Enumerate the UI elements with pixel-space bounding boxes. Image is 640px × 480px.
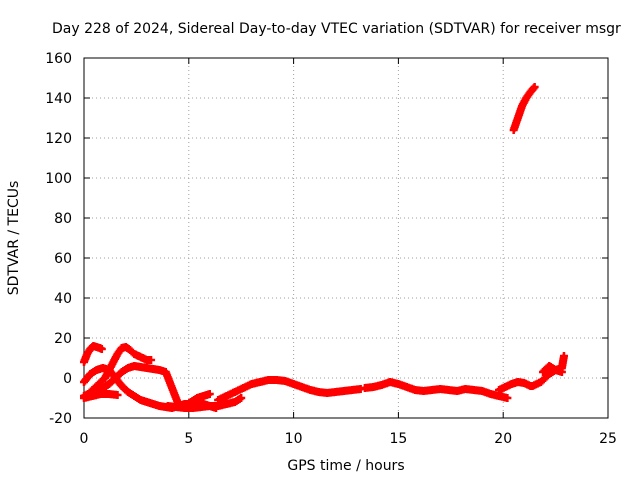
data-layer bbox=[80, 83, 568, 412]
data-point-markers bbox=[495, 378, 535, 394]
y-tick-label: 140 bbox=[45, 91, 72, 107]
data-point-markers bbox=[214, 376, 365, 404]
x-tick-label: 20 bbox=[494, 431, 512, 447]
chart-title: Day 228 of 2024, Sidereal Day-to-day VTE… bbox=[52, 21, 621, 37]
x-tick-label: 5 bbox=[184, 431, 193, 447]
x-tick-label: 25 bbox=[599, 431, 617, 447]
y-tick-label: 60 bbox=[54, 251, 72, 267]
x-tick-label: 10 bbox=[285, 431, 303, 447]
x-tick-label: 0 bbox=[80, 431, 89, 447]
series-arc-7 bbox=[214, 376, 365, 404]
data-point-markers bbox=[509, 83, 539, 134]
data-point-markers bbox=[360, 378, 512, 402]
series-arc-4 bbox=[80, 390, 122, 402]
series-arc-6 bbox=[163, 394, 246, 412]
y-tick-label: -20 bbox=[49, 411, 72, 427]
y-tick-label: 0 bbox=[63, 371, 72, 387]
x-tick-label: 15 bbox=[389, 431, 407, 447]
data-point-markers bbox=[80, 342, 106, 366]
series-arc-12 bbox=[539, 362, 566, 376]
y-tick-label: 80 bbox=[54, 211, 72, 227]
plot-frame bbox=[83, 57, 609, 419]
data-point-markers bbox=[80, 390, 122, 402]
data-point-markers bbox=[539, 362, 566, 376]
y-axis-title: SDTVAR / TECUs bbox=[6, 181, 22, 296]
series-arc-8 bbox=[360, 378, 512, 402]
tick-layer: 0 5 10 15 20 25 -20 0 20 40 60 80 100 120 140 160 bbox=[45, 51, 617, 447]
series-arc-9 bbox=[495, 378, 535, 394]
grid-layer bbox=[84, 58, 608, 418]
y-tick-label: 160 bbox=[45, 51, 72, 67]
data-point-markers bbox=[163, 394, 246, 412]
y-tick-label: 20 bbox=[54, 331, 72, 347]
series-arc-1 bbox=[80, 342, 106, 366]
y-tick-label: 40 bbox=[54, 291, 72, 307]
y-tick-label: 100 bbox=[45, 171, 72, 187]
series-arc-10 bbox=[509, 83, 539, 134]
y-tick-label: 120 bbox=[45, 131, 72, 147]
x-axis-title: GPS time / hours bbox=[287, 458, 404, 474]
